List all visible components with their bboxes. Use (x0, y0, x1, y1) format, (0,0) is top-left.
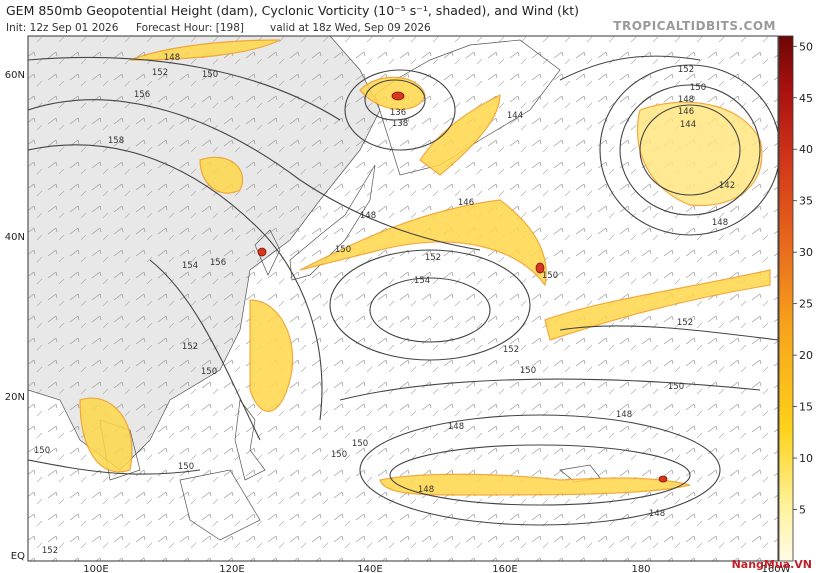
contour-label: 146 (458, 198, 474, 208)
lon-label: 120E (219, 564, 244, 573)
colorbar-tick-label: 15 (799, 401, 813, 414)
contour-label: 152 (425, 253, 441, 263)
colorbar-ticks: 5 10 15 20 25 30 35 40 45 50 (793, 40, 813, 517)
lat-label: 20N (5, 392, 25, 403)
contour-label: 148 (448, 422, 464, 432)
colorbar-tick-label: 5 (799, 504, 806, 517)
latitude-labels: 60N 40N 20N EQ (5, 70, 25, 562)
height-contours (28, 55, 778, 526)
contour-label: 148 (164, 53, 180, 63)
contour-label: 150 (202, 70, 218, 80)
contour-label: 152 (42, 546, 58, 556)
forecast-hour: Forecast Hour: [198] (136, 22, 244, 34)
colorbar-tick-label: 10 (799, 452, 813, 465)
contour-label: 148 (712, 218, 728, 228)
contour-label: 158 (108, 136, 124, 146)
vorticity-max (257, 91, 668, 483)
map-frame (27, 35, 779, 562)
contour-label: 148 (616, 410, 632, 420)
lon-label: 160E (492, 564, 517, 573)
contour-label: 146 (678, 107, 694, 117)
colorbar-tick-label: 35 (799, 195, 813, 208)
lon-label: 160W (762, 564, 791, 573)
contour-label: 150 (178, 462, 194, 472)
contour-label: 150 (352, 439, 368, 449)
contour-label: 152 (678, 65, 694, 75)
contour-label: 152 (503, 345, 519, 355)
contour-label: 136 (390, 108, 406, 118)
lat-label: EQ (11, 551, 25, 562)
contour-label: 150 (335, 245, 351, 255)
colorbar-tick-label: 20 (799, 349, 813, 362)
vorticity-shading (79, 39, 771, 496)
contour-label: 150 (668, 382, 684, 392)
contour-label: 152 (677, 318, 693, 328)
watermark: NangMua.VN (732, 558, 812, 571)
contour-label: 150 (690, 83, 706, 93)
contour-label: 154 (414, 276, 430, 286)
brand: TROPICALTIDBITS.COM (613, 19, 776, 33)
contour-label: 152 (152, 68, 168, 78)
contour-label: 156 (134, 90, 150, 100)
contour-label: 150 (520, 366, 536, 376)
contour-label: 144 (680, 120, 696, 130)
colorbar-tick-label: 30 (799, 246, 813, 259)
contour-label: 152 (182, 342, 198, 352)
title: GEM 850mb Geopotential Height (dam), Cyc… (6, 3, 579, 18)
contour-label: 156 (210, 258, 226, 268)
contour-label: 148 (418, 485, 434, 495)
contour-label: 150 (542, 271, 558, 281)
contour-label: 150 (201, 367, 217, 377)
contour-label: 144 (507, 111, 523, 121)
lon-label: 140E (357, 564, 382, 573)
lat-label: 40N (5, 232, 25, 243)
lon-label: 100E (83, 564, 108, 573)
contour-label: 154 (182, 261, 198, 271)
colorbar-tick-label: 50 (799, 40, 813, 53)
contour-label: 142 (719, 181, 735, 191)
contour-label: 148 (678, 95, 694, 105)
longitude-labels: 100E 120E 140E 160E 180 160W (83, 564, 790, 573)
lat-label: 60N (5, 70, 25, 81)
colorbar-tick-label: 25 (799, 298, 813, 311)
colorbar-tick-label: 40 (799, 143, 813, 156)
colorbar (778, 35, 794, 562)
contour-label: 138 (392, 119, 408, 129)
colorbar-tick-label: 45 (799, 92, 813, 105)
init-time: Init: 12z Sep 01 2026 (6, 22, 119, 34)
contour-label: 148 (649, 509, 665, 519)
contour-label: 148 (360, 211, 376, 221)
valid-time: valid at 18z Wed, Sep 09 2026 (270, 22, 431, 34)
contour-label: 150 (331, 450, 347, 460)
contour-label: 150 (34, 446, 50, 456)
lon-label: 180 (631, 564, 650, 573)
